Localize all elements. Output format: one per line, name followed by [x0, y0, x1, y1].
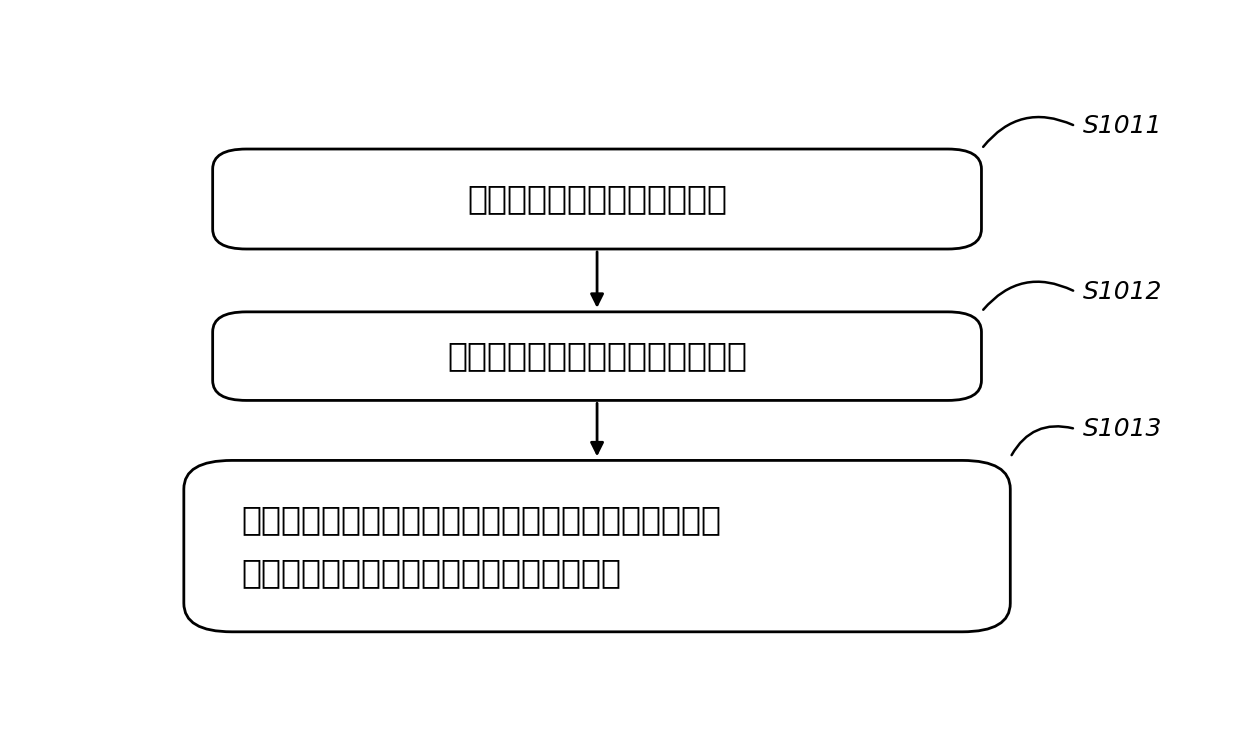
- Text: 对眼底彩色图像进行归一化预处理: 对眼底彩色图像进行归一化预处理: [448, 340, 746, 372]
- Text: S1011: S1011: [1083, 114, 1162, 138]
- FancyArrowPatch shape: [983, 117, 1073, 147]
- FancyArrowPatch shape: [1012, 427, 1073, 455]
- Text: 对眼底彩色图像进行标注，以得到每张所述眼底彩色图
像的病变程度的准确标签，获得归一化图像: 对眼底彩色图像进行标注，以得到每张所述眼底彩色图 像的病变程度的准确标签，获得归…: [242, 503, 722, 589]
- FancyBboxPatch shape: [184, 460, 1011, 632]
- Text: S1012: S1012: [1083, 280, 1162, 304]
- Text: 获取预定数量的眼底彩色图像: 获取预定数量的眼底彩色图像: [467, 183, 727, 215]
- FancyArrowPatch shape: [983, 282, 1073, 309]
- Text: S1013: S1013: [1083, 417, 1162, 441]
- FancyBboxPatch shape: [213, 149, 982, 249]
- FancyBboxPatch shape: [213, 312, 982, 401]
